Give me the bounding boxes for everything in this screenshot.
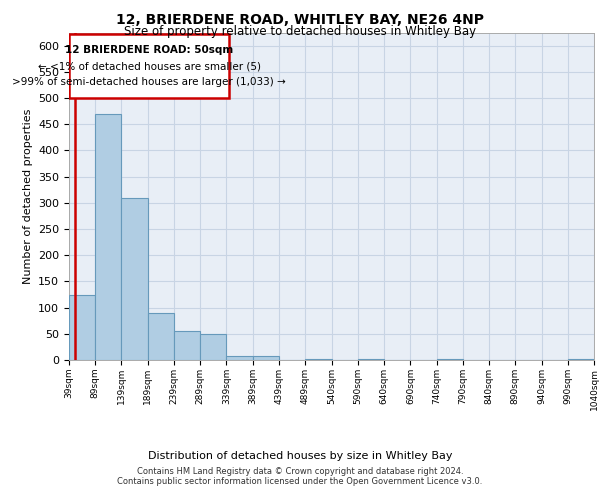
Bar <box>568 359 594 360</box>
Bar <box>305 359 332 360</box>
Bar <box>200 334 226 360</box>
Text: Contains public sector information licensed under the Open Government Licence v3: Contains public sector information licen… <box>118 477 482 486</box>
Bar <box>148 313 174 360</box>
Bar <box>437 359 463 360</box>
Bar <box>253 356 279 360</box>
Bar <box>121 198 148 360</box>
Text: Size of property relative to detached houses in Whitley Bay: Size of property relative to detached ho… <box>124 25 476 38</box>
Text: 12, BRIERDENE ROAD, WHITLEY BAY, NE26 4NP: 12, BRIERDENE ROAD, WHITLEY BAY, NE26 4N… <box>116 12 484 26</box>
Text: >99% of semi-detached houses are larger (1,033) →: >99% of semi-detached houses are larger … <box>13 77 286 87</box>
Bar <box>174 331 200 360</box>
Y-axis label: Number of detached properties: Number of detached properties <box>23 108 32 284</box>
Bar <box>358 359 384 360</box>
Bar <box>95 114 121 360</box>
Text: ← <1% of detached houses are smaller (5): ← <1% of detached houses are smaller (5) <box>38 61 261 71</box>
Bar <box>69 294 95 360</box>
Text: Contains HM Land Registry data © Crown copyright and database right 2024.: Contains HM Land Registry data © Crown c… <box>137 467 463 476</box>
Text: Distribution of detached houses by size in Whitley Bay: Distribution of detached houses by size … <box>148 451 452 461</box>
Bar <box>226 356 253 360</box>
Text: 12 BRIERDENE ROAD: 50sqm: 12 BRIERDENE ROAD: 50sqm <box>65 45 233 55</box>
Bar <box>69 34 229 98</box>
